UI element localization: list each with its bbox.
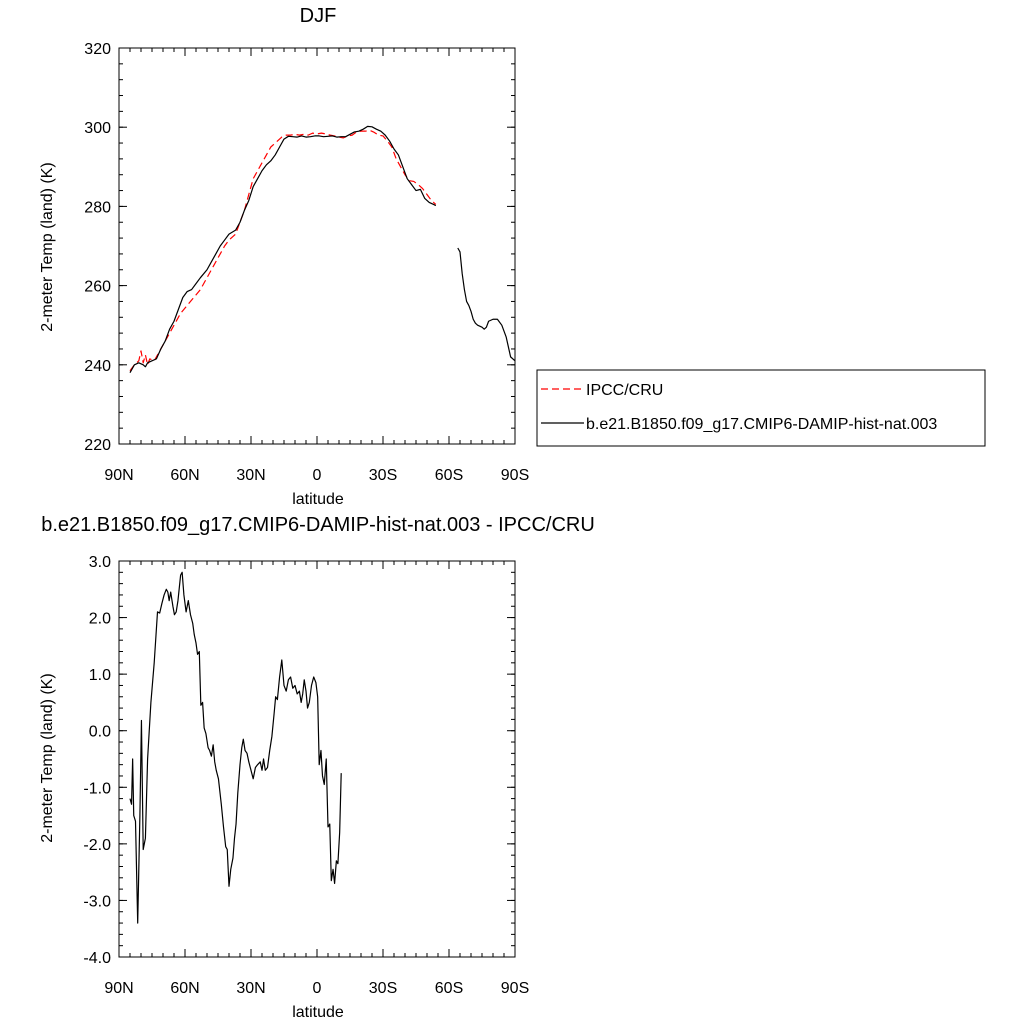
chart-title: b.e21.B1850.f09_g17.CMIP6-DAMIP-hist-nat… (41, 514, 595, 536)
series-line-0-segment-0 (129, 129, 437, 372)
y-axis-label: 2-meter Temp (land) (K) (39, 673, 56, 843)
y-tick-label: 1.0 (89, 667, 111, 684)
x-tick-label: 60N (170, 467, 199, 484)
x-tick-label: 30S (369, 980, 397, 997)
x-tick-label: 30N (236, 467, 265, 484)
legend-label-model: b.e21.B1850.f09_g17.CMIP6-DAMIP-hist-nat… (586, 416, 937, 433)
series-line-1-segment-1 (457, 247, 516, 362)
y-tick-label: -1.0 (83, 780, 111, 797)
top-chart: DJF 2-meter Temp (land) (K) latitude 90N… (39, 5, 529, 508)
x-axis-label: latitude (292, 1004, 344, 1021)
y-tick-label: 260 (84, 279, 111, 296)
x-tick-label: 60N (170, 980, 199, 997)
x-tick-label: 60S (435, 467, 463, 484)
x-axis-label: latitude (292, 491, 344, 508)
y-tick-label: 280 (84, 199, 111, 216)
y-tick-label: 2.0 (89, 611, 111, 628)
y-tick-label: 320 (84, 41, 111, 58)
y-tick-label: 3.0 (89, 554, 111, 571)
y-axis-label: 2-meter Temp (land) (K) (39, 162, 56, 332)
series-line-0-segment-0 (129, 571, 342, 924)
legend-box (536, 369, 986, 447)
chart-title: DJF (300, 5, 337, 27)
plot-series (129, 571, 342, 924)
series-line-1-segment-0 (129, 125, 437, 374)
axis-ticks: 90N 60N 30N 0 30S 60S 90S -4.0 -3.0 -2.0 -1.0 0.0 1.… (83, 554, 529, 997)
x-tick-label: 90S (501, 467, 529, 484)
y-tick-label: -2.0 (83, 837, 111, 854)
x-tick-label: 0 (313, 980, 322, 997)
y-tick-label: 300 (84, 120, 111, 137)
legend: IPCC/CRU b.e21.B1850.f09_g17.CMIP6-DAMIP… (536, 369, 986, 447)
x-tick-label: 90N (104, 467, 133, 484)
axis-ticks: 90N 60N 30N 0 30S 60S 90S 220 240 260 280 300 320 (84, 41, 529, 484)
bottom-chart: b.e21.B1850.f09_g17.CMIP6-DAMIP-hist-nat… (39, 514, 595, 1021)
plot-frame (118, 560, 516, 958)
x-tick-label: 60S (435, 980, 463, 997)
y-tick-label: 240 (84, 358, 111, 375)
y-tick-label: 220 (84, 437, 111, 454)
plot-frame (118, 47, 516, 445)
x-tick-label: 90N (104, 980, 133, 997)
x-tick-label: 30S (369, 467, 397, 484)
y-tick-label: 0.0 (89, 724, 111, 741)
x-tick-label: 90S (501, 980, 529, 997)
legend-label-ipcc-cru: IPCC/CRU (586, 382, 663, 399)
y-tick-label: -3.0 (83, 893, 111, 910)
x-tick-label: 30N (236, 980, 265, 997)
y-tick-label: -4.0 (83, 950, 111, 967)
plot-series (129, 125, 516, 374)
x-tick-label: 0 (313, 467, 322, 484)
